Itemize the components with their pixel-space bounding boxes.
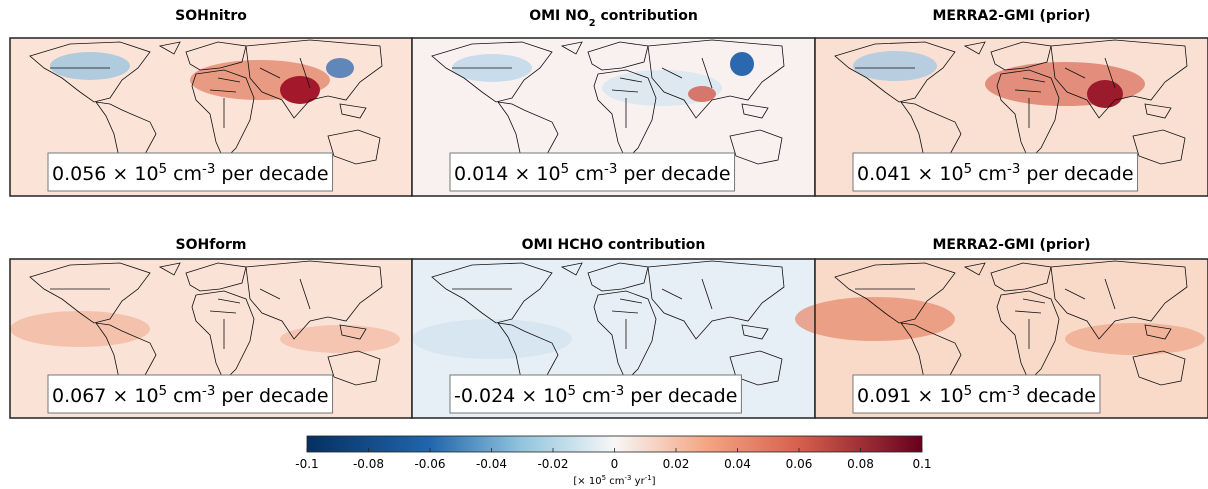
colorbar-tick-label: 0 xyxy=(611,457,619,471)
text-part: -3 xyxy=(611,384,624,399)
ann: 0.067 × 105 cm-3 per decade xyxy=(52,384,329,408)
text-part: -3 xyxy=(202,162,215,177)
colorbar-tick-label: 0.04 xyxy=(724,457,751,471)
text-part: 5 xyxy=(561,162,569,177)
text-part: per decade xyxy=(215,163,328,185)
text-part: 0.041 × 10 xyxy=(857,163,964,185)
colorbar-tick-label: -0.02 xyxy=(537,457,568,471)
colorbar-tick-label: -0.1 xyxy=(295,457,318,471)
text-part: per decade xyxy=(215,385,328,407)
text-part: -3 xyxy=(624,474,631,482)
text-part: OMI HCHO contribution xyxy=(522,237,706,253)
text-part: cm xyxy=(167,385,202,407)
ann: 0.091 × 105 cm-3 decade xyxy=(857,384,1096,408)
text-part: MERRA2-GMI (prior) xyxy=(933,8,1091,24)
title: SOHform xyxy=(176,237,247,253)
annotation-box xyxy=(852,152,1139,192)
text-part: -3 xyxy=(1007,384,1020,399)
text-part: SOHform xyxy=(176,237,247,253)
text-part: 5 xyxy=(159,162,167,177)
title: MERRA2-GMI (prior) xyxy=(933,237,1091,253)
text-part: 0.014 × 10 xyxy=(454,163,561,185)
cblabel: [× 105 cm-3 yr-1] xyxy=(573,474,655,487)
title: SOHnitro xyxy=(175,8,247,24)
annotation-box xyxy=(449,374,742,414)
title: MERRA2-GMI (prior) xyxy=(933,8,1091,24)
text-part: cm xyxy=(167,163,202,185)
text-part: -3 xyxy=(604,162,617,177)
annotation-box xyxy=(852,374,1101,414)
text-part: 0.067 × 10 xyxy=(52,385,159,407)
text-part: 5 xyxy=(567,384,575,399)
annotation-box xyxy=(47,152,334,192)
text-part: cm xyxy=(606,476,624,487)
text-part: 0.056 × 10 xyxy=(52,163,159,185)
colorbar-tick-label: -0.04 xyxy=(476,457,507,471)
colorbar-tick-label: 0.1 xyxy=(912,457,931,471)
colorbar-tick-label: 0.02 xyxy=(663,457,690,471)
text-part: decade xyxy=(1020,385,1096,407)
text-part: -3 xyxy=(202,384,215,399)
colorbar-tick-label: -0.08 xyxy=(353,457,384,471)
text-part: -0.024 × 10 xyxy=(454,385,567,407)
text-part: 5 xyxy=(159,384,167,399)
text-part: SOHnitro xyxy=(175,8,247,24)
text-part: per decade xyxy=(624,385,737,407)
annotation-box xyxy=(47,374,334,414)
text-part: 5 xyxy=(964,162,972,177)
text-part: cm xyxy=(569,163,604,185)
text-part: 2 xyxy=(589,18,596,29)
ann: 0.056 × 105 cm-3 per decade xyxy=(52,162,329,186)
text-part: ] xyxy=(652,476,656,487)
text-part: [× 10 xyxy=(573,476,601,487)
colorbar-tick-label: 0.06 xyxy=(786,457,813,471)
text-part: yr xyxy=(631,476,645,487)
text-part: 0.091 × 10 xyxy=(857,385,964,407)
text-part: 5 xyxy=(602,474,606,482)
ann: 0.041 × 105 cm-3 per decade xyxy=(857,162,1134,186)
text-part: cm xyxy=(576,385,611,407)
ann: -0.024 × 105 cm-3 per decade xyxy=(454,384,737,408)
text-part: per decade xyxy=(1020,163,1133,185)
text-part: contribution xyxy=(596,8,698,24)
title: OMI NO2 contribution xyxy=(529,8,698,29)
text-part: 5 xyxy=(964,384,972,399)
colorbar-tick-label: 0.08 xyxy=(847,457,874,471)
text-part: per decade xyxy=(617,163,730,185)
text-part: MERRA2-GMI (prior) xyxy=(933,237,1091,253)
colorbar-tick-label: -0.06 xyxy=(414,457,445,471)
ann: 0.014 × 105 cm-3 per decade xyxy=(454,162,731,186)
text-part: cm xyxy=(972,163,1007,185)
text-part: -3 xyxy=(1007,162,1020,177)
text-part: cm xyxy=(972,385,1007,407)
annotation-box xyxy=(449,152,736,192)
title: OMI HCHO contribution xyxy=(522,237,706,253)
text-part: OMI NO xyxy=(529,8,589,24)
text-part: -1 xyxy=(645,474,652,482)
